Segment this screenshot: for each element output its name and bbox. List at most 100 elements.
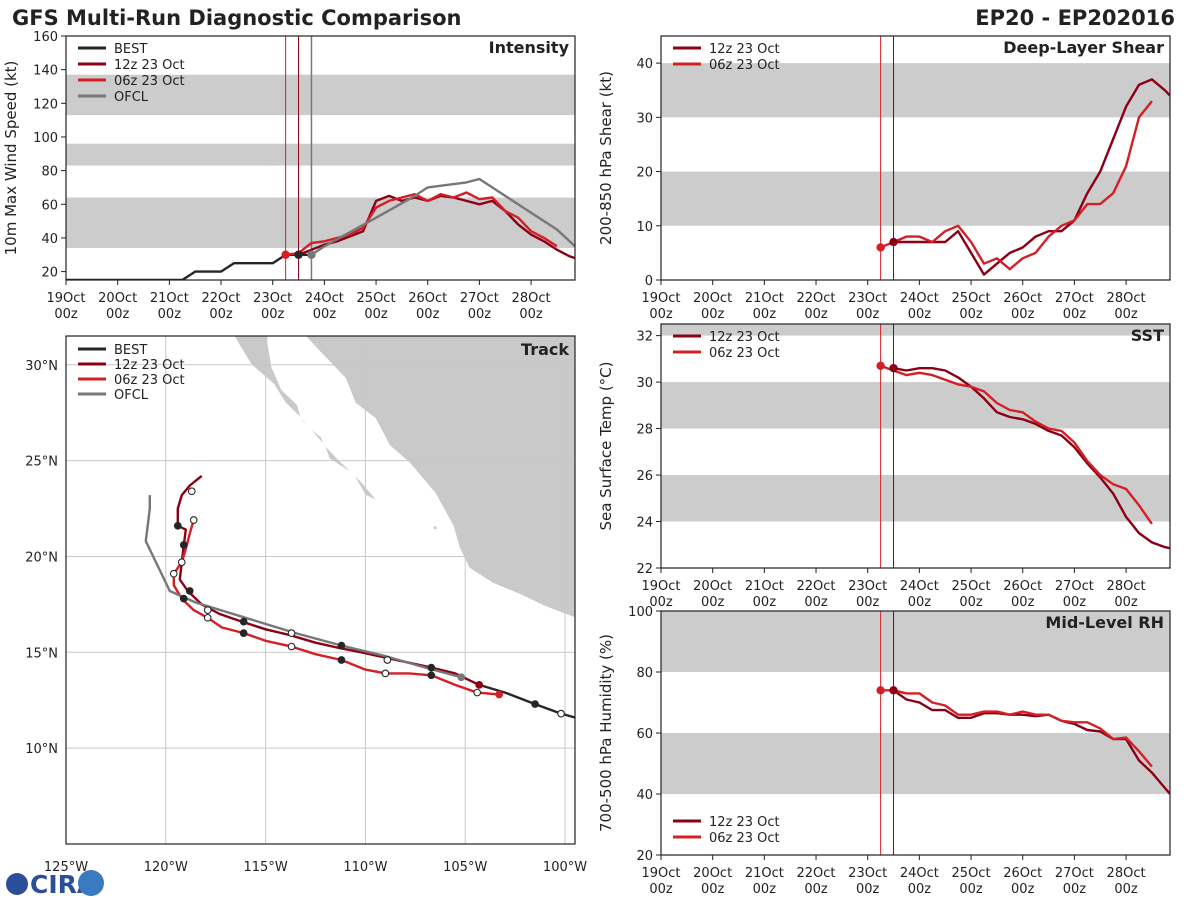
- track-point-run06: [473, 688, 482, 697]
- x-tick-label: 19Oct: [641, 579, 680, 594]
- legend-label: 12z 23 Oct: [709, 815, 780, 830]
- x-tick-label: 27Oct: [1055, 291, 1094, 306]
- data-point-run06: [876, 243, 885, 252]
- x-tick-label: 22Oct: [202, 291, 241, 306]
- x-tick-label: 00z: [908, 307, 932, 322]
- y-axis-label: Sea Surface Temp (°C): [597, 361, 615, 530]
- logo-emblem-icon: [78, 870, 104, 896]
- track-point-run12: [185, 587, 194, 595]
- x-tick-label: 21Oct: [745, 866, 784, 881]
- x-tick-label: 00z: [856, 595, 880, 610]
- shaded-band: [661, 733, 1170, 794]
- x-tick-label: 00z: [649, 882, 673, 897]
- y-tick-label: 30: [636, 376, 653, 391]
- x-tick-label: 20Oct: [693, 866, 732, 881]
- land-mexico: [304, 336, 575, 619]
- x-tick-label: 00z: [364, 307, 388, 322]
- x-tick-label: 23Oct: [848, 866, 887, 881]
- x-tick-label: 25Oct: [952, 579, 991, 594]
- x-tick-label: 00z: [959, 882, 983, 897]
- legend-label: 06z 23 Oct: [709, 346, 780, 361]
- track-line-ofcl: [144, 495, 462, 679]
- x-tick-label: 00z: [804, 882, 828, 897]
- x-tick-label: 20Oct: [693, 291, 732, 306]
- data-point-run12: [889, 237, 898, 247]
- x-tick-label: 24Oct: [900, 579, 939, 594]
- track-point-run06: [381, 669, 390, 678]
- x-tick-label: 00z: [1011, 307, 1035, 322]
- panel-title: Mid-Level RH: [1045, 613, 1164, 632]
- x-tick-label: 22Oct: [797, 291, 836, 306]
- x-tick-label: 26Oct: [1003, 866, 1042, 881]
- data-point-best: [294, 250, 303, 259]
- legend-label: 06z 23 Oct: [709, 831, 780, 846]
- shaded-band: [661, 171, 1170, 226]
- x-tick-label: 00z: [106, 307, 130, 322]
- x-tick-label: 27Oct: [1055, 579, 1094, 594]
- series-line-run06: [880, 100, 1153, 271]
- x-tick-label: 00z: [908, 595, 932, 610]
- shaded-band: [661, 324, 1170, 336]
- x-tick-label: 00z: [416, 307, 440, 322]
- x-tick-label: 00z: [261, 307, 285, 322]
- track-point-run06: [427, 671, 436, 680]
- track-point-run06: [337, 656, 346, 664]
- panel-title: Deep-Layer Shear: [1003, 38, 1164, 57]
- x-tick-label: 27Oct: [1055, 866, 1094, 881]
- x-tick-label: 00z: [1063, 307, 1087, 322]
- track-point-run06: [177, 558, 186, 567]
- x-tick-label: 00z: [753, 882, 777, 897]
- series-line-run06: [285, 191, 558, 256]
- plot-frame: [660, 35, 1171, 281]
- lon-tick-label: 110°W: [343, 860, 387, 875]
- x-tick-label: 00z: [959, 595, 983, 610]
- data-point-ofcl: [307, 250, 316, 259]
- series-line-run12: [298, 194, 575, 260]
- x-tick-label: 00z: [1114, 307, 1138, 322]
- x-tick-label: 26Oct: [408, 291, 447, 306]
- x-tick-label: 28Oct: [512, 291, 551, 306]
- shaded-band: [661, 611, 1170, 672]
- x-tick-label: 00z: [959, 307, 983, 322]
- panel-track: 125°W 120°W 115°W 110°W 105°W 100°W 10°N 15°N 20…: [25, 335, 587, 875]
- series-line-run12: [892, 689, 1170, 795]
- y-tick-label: 100: [33, 131, 58, 146]
- x-tick-label: 20Oct: [98, 291, 137, 306]
- track-point-run12: [173, 521, 182, 530]
- track-point-run12: [179, 541, 188, 549]
- y-tick-label: 40: [636, 788, 653, 803]
- x-tick-label: 23Oct: [848, 291, 887, 306]
- chart-panels: 2040608010012014016019Oct00z20Oct00z21Oc…: [2, 30, 1171, 897]
- logo-globe-icon: [6, 873, 28, 895]
- lat-tick-label: 10°N: [25, 742, 58, 757]
- map-frame: [65, 335, 576, 845]
- track-point-run12: [179, 594, 188, 603]
- legend-label: 12z 23 Oct: [114, 358, 185, 373]
- x-tick-label: 19Oct: [46, 291, 85, 306]
- x-tick-label: 00z: [804, 595, 828, 610]
- x-tick-label: 00z: [701, 307, 725, 322]
- y-tick-label: 60: [41, 198, 58, 213]
- x-tick-label: 00z: [908, 882, 932, 897]
- y-tick-label: 160: [33, 30, 58, 45]
- x-tick-label: 22Oct: [797, 579, 836, 594]
- storm-id: EP20 - EP202016: [975, 6, 1175, 30]
- y-tick-label: 26: [636, 469, 653, 484]
- x-tick-label: 00z: [468, 307, 492, 322]
- y-tick-label: 80: [636, 666, 653, 681]
- x-tick-label: 28Oct: [1107, 866, 1146, 881]
- y-tick-label: 24: [636, 516, 653, 531]
- panel-intensity: 2040608010012014016019Oct00z20Oct00z21Oc…: [2, 30, 576, 322]
- data-point-run12: [889, 686, 898, 695]
- lat-tick-label: 20°N: [25, 550, 58, 565]
- track-point-run12: [239, 617, 248, 626]
- panel-title: Intensity: [489, 38, 570, 57]
- data-point-run06: [876, 361, 885, 371]
- shaded-band: [661, 63, 1170, 118]
- x-tick-label: 25Oct: [952, 866, 991, 881]
- lon-tick-label: 120°W: [144, 860, 188, 875]
- track-point-best: [557, 709, 565, 718]
- x-tick-label: 25Oct: [357, 291, 396, 306]
- track-point-run06: [287, 642, 296, 651]
